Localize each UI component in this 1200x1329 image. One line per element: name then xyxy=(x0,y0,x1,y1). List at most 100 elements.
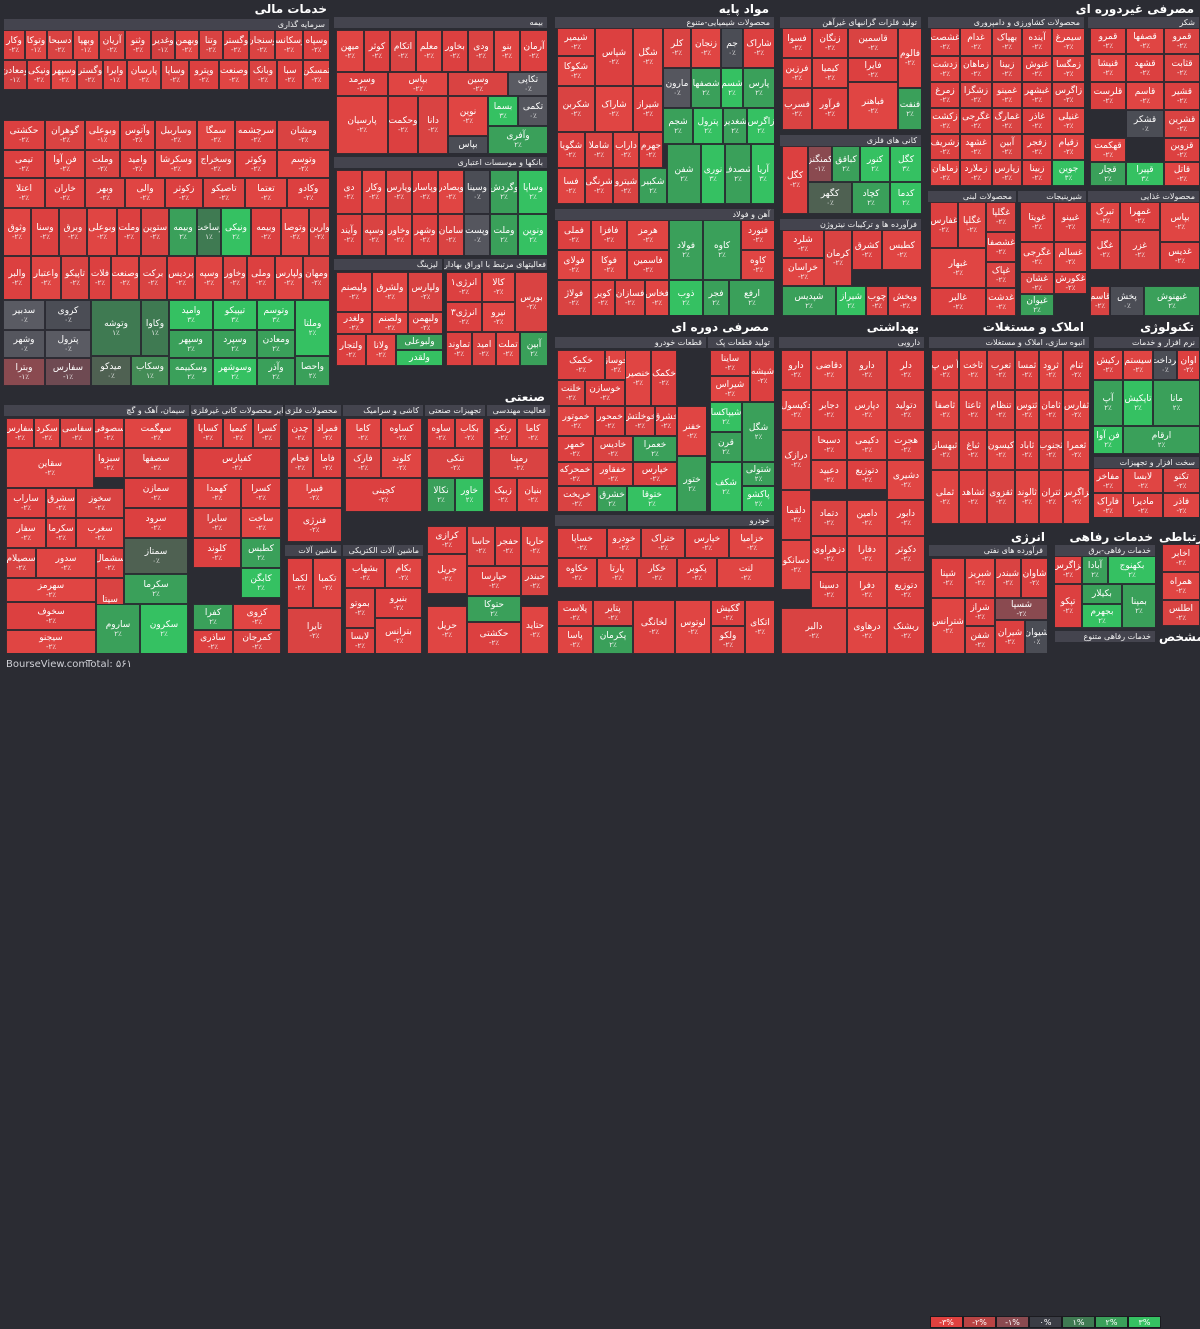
stock-tile[interactable]: قنیشا -۲٪ xyxy=(1090,54,1126,82)
stock-tile[interactable]: زقیام -۲٪ xyxy=(1052,134,1085,160)
stock-tile[interactable]: سفارس -۱٪ xyxy=(45,358,91,386)
stock-tile[interactable]: خودرو -۲٪ xyxy=(607,528,641,558)
stock-tile[interactable]: حتاید -۲٪ xyxy=(521,606,549,654)
stock-tile[interactable]: ولتجار -۲٪ xyxy=(336,334,366,366)
stock-tile[interactable]: وکار -۲٪ xyxy=(362,170,386,214)
stock-tile[interactable]: آینده -۲٪ xyxy=(1022,28,1052,56)
stock-tile[interactable]: وسپه -۲٪ xyxy=(362,214,386,256)
stock-tile[interactable]: اتکام -۲٪ xyxy=(390,30,416,72)
stock-tile[interactable]: کرازی -۲٪ xyxy=(427,526,467,554)
stock-tile[interactable]: خشرق ۲٪ xyxy=(597,486,627,512)
stock-tile[interactable]: ولصنم -۲٪ xyxy=(372,312,408,334)
stock-tile[interactable]: سکرما ۲٪ xyxy=(124,574,188,604)
stock-tile[interactable]: وپاسار -۲٪ xyxy=(412,170,438,214)
stock-tile[interactable]: سایرا -۲٪ xyxy=(193,508,241,538)
stock-tile[interactable]: فن آوا -۲٪ xyxy=(45,150,85,178)
stock-tile[interactable]: بهپاک -۲٪ xyxy=(992,28,1022,56)
stock-tile[interactable]: وتوکا -۱٪ xyxy=(25,30,47,60)
stock-tile[interactable]: دلقما -۲٪ xyxy=(781,490,811,540)
stock-tile[interactable]: کلر -۲٪ xyxy=(663,28,691,68)
stock-tile[interactable]: فرزین -۲٪ xyxy=(782,58,812,88)
stock-tile[interactable]: وکادو -۲٪ xyxy=(287,178,330,208)
stock-tile[interactable]: حاسا -۲٪ xyxy=(467,526,495,566)
stock-tile[interactable]: وآتوس -۲٪ xyxy=(120,120,155,150)
stock-tile[interactable]: قاسمین -۲٪ xyxy=(848,28,898,58)
stock-tile[interactable]: جهرم -۲٪ xyxy=(639,132,663,168)
stock-tile[interactable]: زاگرس -۲٪ xyxy=(1052,82,1085,108)
stock-tile[interactable]: وآذر ۲٪ xyxy=(257,358,295,386)
stock-tile[interactable]: زمگسا -۲٪ xyxy=(1052,56,1085,82)
stock-tile[interactable]: ستوین -۲٪ xyxy=(141,208,169,256)
stock-tile[interactable]: قصفها -۲٪ xyxy=(1126,28,1164,54)
stock-tile[interactable]: کگهر ۰٪ xyxy=(808,182,852,214)
stock-tile[interactable]: زکشت -۲٪ xyxy=(930,108,960,134)
stock-tile[interactable]: دارو -۲٪ xyxy=(847,350,887,390)
stock-tile[interactable]: فاما -۲٪ xyxy=(313,448,342,478)
stock-tile[interactable]: خمحرکه -۲٪ xyxy=(557,462,593,486)
stock-tile[interactable]: آریا ۳٪ xyxy=(751,144,775,204)
stock-tile[interactable]: ولبهمن -۲٪ xyxy=(408,312,443,334)
stock-tile[interactable]: غپاک -۲٪ xyxy=(986,262,1016,288)
stock-tile[interactable]: ونوین ۲٪ xyxy=(518,214,548,256)
stock-tile[interactable]: غمهرا -۲٪ xyxy=(1120,202,1160,230)
stock-tile[interactable]: پارسان -۲٪ xyxy=(127,60,161,90)
stock-tile[interactable]: قزوین -۲٪ xyxy=(1164,138,1200,162)
stock-tile[interactable]: خکاوه -۲٪ xyxy=(557,558,597,588)
stock-tile[interactable]: ثقزوی -۲٪ xyxy=(987,470,1015,524)
stock-tile[interactable]: شیوان ۰٪ xyxy=(1025,620,1048,654)
stock-tile[interactable]: دقاضی -۲٪ xyxy=(811,350,847,390)
stock-tile[interactable]: شکوکا -۲٪ xyxy=(557,56,595,86)
stock-tile[interactable]: تنکی -۲٪ xyxy=(427,448,484,478)
stock-tile[interactable]: دارو -۲٪ xyxy=(781,350,811,390)
stock-tile[interactable]: تکمی ۰٪ xyxy=(518,96,548,126)
stock-tile[interactable]: فولای -۲٪ xyxy=(557,250,591,280)
stock-tile[interactable]: ثاباد -۲٪ xyxy=(1015,430,1039,470)
stock-tile[interactable]: غاذر -۲٪ xyxy=(1022,108,1052,134)
stock-tile[interactable]: قشیر -۲٪ xyxy=(1164,82,1200,110)
stock-tile[interactable]: حبندر -۲٪ xyxy=(521,566,549,596)
stock-tile[interactable]: ثتران -۲٪ xyxy=(1039,470,1063,524)
stock-tile[interactable]: وسپهر -۲٪ xyxy=(51,60,77,90)
stock-tile[interactable]: پترول ۲٪ xyxy=(693,108,723,144)
stock-tile[interactable]: تملت -۲٪ xyxy=(496,332,520,366)
stock-tile[interactable]: ثفارس -۲٪ xyxy=(1063,390,1090,430)
stock-tile[interactable]: حتوکا ۲٪ xyxy=(467,596,521,622)
stock-tile[interactable]: زملارد -۲٪ xyxy=(960,160,992,186)
stock-tile[interactable]: ودی -۲٪ xyxy=(468,30,494,72)
stock-tile[interactable]: نوری ۳٪ xyxy=(701,144,725,204)
stock-tile[interactable]: وآفری ۲٪ xyxy=(488,126,548,154)
stock-tile[interactable]: آبین -۲٪ xyxy=(992,134,1022,160)
stock-tile[interactable]: خاور ۲٪ xyxy=(455,478,484,512)
stock-tile[interactable]: ومعادن-۱٪ xyxy=(3,60,27,90)
stock-tile[interactable]: وسپاه -۲٪ xyxy=(303,30,330,60)
stock-tile[interactable]: زمرغ -۲٪ xyxy=(930,82,960,108)
stock-tile[interactable]: آبادا ۲٪ xyxy=(1082,556,1108,584)
stock-tile[interactable]: غگلپا -۲٪ xyxy=(986,202,1016,232)
stock-tile[interactable]: فاراک -۲٪ xyxy=(1093,493,1123,518)
stock-tile[interactable]: غمینو -۲٪ xyxy=(992,82,1022,108)
stock-tile[interactable]: بکام -۲٪ xyxy=(385,558,422,588)
stock-tile[interactable]: بنیان -۲٪ xyxy=(517,478,549,512)
stock-tile[interactable]: وبیمه ۲٪ xyxy=(169,208,197,256)
stock-tile[interactable]: شیپاکسا ۲٪ xyxy=(710,402,742,432)
stock-tile[interactable]: غنیلی -۲٪ xyxy=(1052,108,1085,134)
stock-tile[interactable]: پارس ۲٪ xyxy=(743,68,775,108)
stock-tile[interactable]: خکمک -۲٪ xyxy=(557,350,605,380)
stock-tile[interactable]: ثاخت -۲٪ xyxy=(959,350,987,390)
stock-tile[interactable]: فسوا -۲٪ xyxy=(782,28,812,58)
stock-tile[interactable]: شصفها ۲٪ xyxy=(691,68,721,108)
stock-tile[interactable]: وامید -۲٪ xyxy=(120,150,155,178)
stock-tile[interactable]: وخاور -۲٪ xyxy=(386,214,412,256)
stock-tile[interactable]: وسخراج -۲٪ xyxy=(197,150,235,178)
stock-tile[interactable]: سشمال -۲٪ xyxy=(96,548,124,578)
stock-tile[interactable]: آپ ۲٪ xyxy=(1093,380,1123,426)
stock-tile[interactable]: دتوزیع -۲٪ xyxy=(847,460,887,490)
stock-tile[interactable]: لوتوس -۲٪ xyxy=(675,600,711,654)
stock-tile[interactable]: شکربن -۲٪ xyxy=(557,86,595,132)
stock-tile[interactable]: لخانگی -۲٪ xyxy=(633,600,675,654)
stock-tile[interactable]: کطبس -۲٪ xyxy=(882,230,922,270)
stock-tile[interactable]: میدکو ۰٪ xyxy=(91,356,131,386)
stock-tile[interactable]: دجابر -۲٪ xyxy=(811,390,847,430)
stock-tile[interactable]: ساوه -۲٪ xyxy=(427,418,455,448)
stock-tile[interactable]: قلرست -۲٪ xyxy=(1090,82,1126,110)
